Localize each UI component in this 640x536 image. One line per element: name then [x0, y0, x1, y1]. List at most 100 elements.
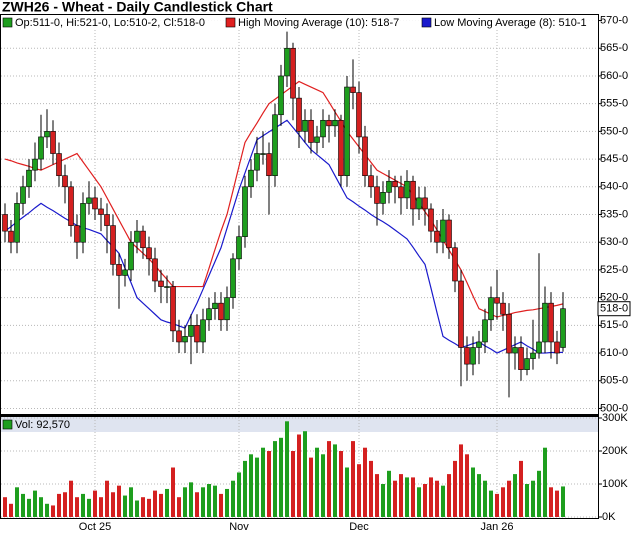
candle-body [182, 336, 188, 343]
y-tick-label: 530-0 [600, 236, 628, 248]
y-tick-label: 535-0 [600, 208, 628, 220]
volume-bar [237, 472, 241, 517]
candle-body [44, 131, 50, 138]
volume-bar [363, 447, 367, 517]
volume-bar [243, 460, 247, 517]
volume-bar [423, 484, 427, 517]
candle-body [518, 347, 524, 370]
candle-body [470, 347, 476, 365]
volume-bar [399, 474, 403, 517]
y-tick-label: 555-0 [600, 98, 628, 110]
candle-body [560, 308, 566, 348]
candle-body [548, 302, 554, 343]
volume-bar [111, 492, 115, 517]
volume-bar [417, 487, 421, 517]
volume-bar [465, 454, 469, 517]
volume-bar [267, 451, 271, 517]
candle-body [248, 169, 254, 188]
candle-body [194, 325, 200, 343]
volume-bar [177, 497, 181, 517]
candle-body [26, 169, 32, 188]
candle-body [176, 330, 182, 343]
candle-body [464, 347, 470, 365]
volume-bar [513, 474, 517, 517]
candle-body [134, 230, 140, 243]
candle-body [458, 280, 464, 348]
candle-body [242, 186, 248, 237]
volume-bar [213, 485, 217, 517]
volume-bar [327, 441, 331, 517]
candle-body [344, 86, 350, 177]
volume-bar [537, 470, 541, 517]
candle-body [98, 208, 104, 215]
candle-body [524, 358, 530, 370]
candle-body [404, 180, 410, 199]
legend-band [1, 15, 598, 30]
candle-body [122, 269, 128, 276]
legend-label: Low Moving Average (8): 510-1 [434, 17, 587, 29]
volume-bar [471, 467, 475, 517]
legend-swatch [421, 17, 432, 28]
y-tick-label: 200K [602, 445, 628, 457]
volume-bar [489, 490, 493, 517]
candle-body [140, 230, 146, 249]
volume-bar [141, 497, 145, 517]
volume-bar [357, 464, 361, 517]
candle-body [272, 114, 278, 177]
volume-bar [33, 490, 37, 517]
candle-body [428, 208, 434, 232]
volume-panel-frame [0, 416, 599, 519]
volume-bar [57, 493, 61, 517]
candle-body [446, 219, 452, 249]
volume-bar [291, 451, 295, 517]
candle-body [410, 180, 416, 210]
volume-bar [351, 441, 355, 517]
candle-body [218, 302, 224, 321]
volume-bar [165, 488, 169, 517]
y-tick-label: 500-0 [600, 402, 628, 414]
candle-body [536, 341, 542, 354]
volume-legend-label: Vol: 92,570 [15, 419, 70, 431]
volume-bar [117, 485, 121, 517]
candle-body [254, 153, 260, 171]
candle-body [32, 158, 38, 171]
candle-body [116, 264, 122, 276]
x-tick-label: Jan 26 [480, 521, 513, 533]
candle-body [200, 319, 206, 343]
legend-label: High Moving Average (10): 518-7 [238, 17, 399, 29]
volume-bar [429, 477, 433, 517]
candle-body [392, 180, 398, 188]
candle-body [326, 119, 332, 127]
candle-body [164, 286, 170, 288]
volume-bar [387, 470, 391, 517]
volume-bar [69, 480, 73, 517]
candle-body [260, 153, 266, 155]
candle-body [158, 280, 164, 287]
candle-body [230, 258, 236, 298]
volume-bar [405, 477, 409, 517]
candle-body [506, 313, 512, 354]
candle-body [68, 186, 74, 226]
volume-bar [15, 487, 19, 517]
volume-bar [393, 480, 397, 517]
volume-bar [9, 503, 13, 517]
volume-bar [189, 482, 193, 517]
y-tick-label: 545-0 [600, 153, 628, 165]
volume-bar [561, 486, 565, 517]
candle-body [500, 302, 506, 315]
candle-body [110, 225, 116, 265]
y-tick-label: 100K [602, 478, 628, 490]
volume-bar [525, 484, 529, 517]
x-tick-label: Dec [349, 521, 369, 533]
candle-body [86, 197, 92, 204]
candle-body [554, 341, 560, 354]
volume-bar [531, 480, 535, 517]
volume-bar [441, 485, 445, 517]
volume-legend-band [1, 417, 598, 432]
last-price-box [597, 301, 631, 317]
volume-bar [129, 487, 133, 517]
x-tick-label: Oct 25 [79, 521, 111, 533]
candle-body [452, 247, 458, 282]
